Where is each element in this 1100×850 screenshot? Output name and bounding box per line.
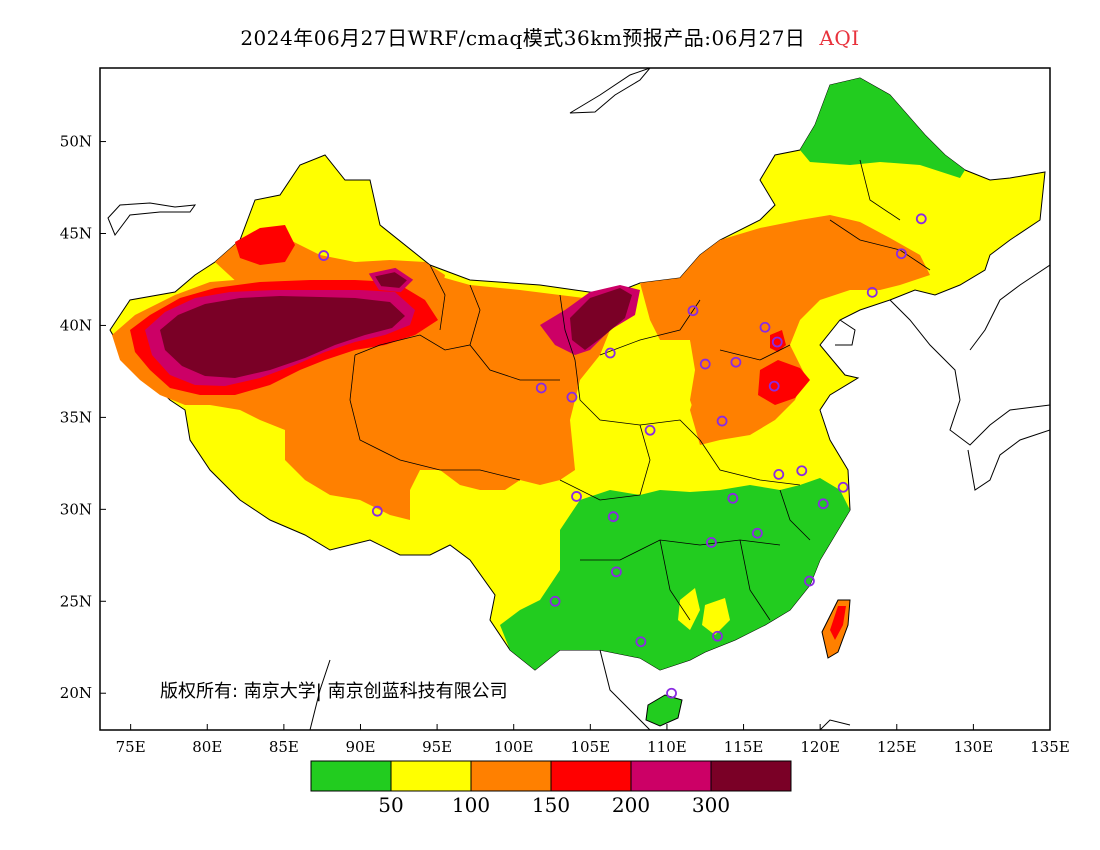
station-markers bbox=[318, 213, 927, 699]
station-marker bbox=[666, 687, 677, 699]
station-marker bbox=[771, 336, 783, 348]
station-marker bbox=[768, 380, 780, 392]
station-marker bbox=[644, 424, 656, 436]
station-marker bbox=[607, 511, 619, 523]
station-marker bbox=[371, 505, 383, 517]
legend-label: 150 bbox=[531, 793, 571, 817]
ordos-hazardous bbox=[570, 288, 632, 350]
legend-label: 50 bbox=[378, 793, 404, 817]
turpan-hazardous bbox=[368, 267, 414, 293]
y-tick-label: 20N bbox=[60, 684, 92, 702]
legend-label: 100 bbox=[451, 793, 491, 817]
station-marker bbox=[759, 321, 771, 333]
hainan-island bbox=[645, 694, 683, 727]
station-marker bbox=[716, 415, 728, 427]
xinjiang-north-unhealthy bbox=[235, 225, 295, 265]
x-tick-label: 100E bbox=[494, 738, 534, 756]
station-marker bbox=[727, 492, 739, 504]
taiwan-inner bbox=[830, 606, 846, 640]
x-tick-label: 85E bbox=[269, 738, 299, 756]
station-marker bbox=[566, 391, 578, 403]
x-tick-label: 75E bbox=[116, 738, 146, 756]
x-tick-label: 125E bbox=[877, 738, 917, 756]
south-moderate-spot-2 bbox=[702, 598, 730, 635]
station-marker bbox=[895, 248, 907, 260]
neighbour-coastlines bbox=[107, 68, 1050, 730]
station-marker bbox=[773, 468, 785, 480]
legend-swatch bbox=[310, 760, 392, 792]
x-tick-label: 115E bbox=[724, 738, 764, 756]
x-tick-label: 110E bbox=[647, 738, 687, 756]
station-marker bbox=[751, 527, 763, 539]
legend-swatch bbox=[390, 760, 472, 792]
title-variable: AQI bbox=[819, 26, 860, 50]
station-marker bbox=[699, 358, 711, 370]
copyright-text: 版权所有: 南京大学| 南京创蓝科技有限公司 bbox=[160, 681, 508, 702]
x-tick-label: 120E bbox=[800, 738, 840, 756]
station-marker bbox=[915, 213, 927, 225]
y-axis: 50N 45N 40N 35N 30N 25N 20N bbox=[60, 133, 106, 702]
station-marker bbox=[687, 305, 699, 317]
station-marker bbox=[837, 481, 849, 493]
northeast-good bbox=[800, 78, 965, 178]
legend-label: 300 bbox=[691, 793, 731, 817]
y-tick-label: 30N bbox=[60, 500, 92, 518]
y-tick-label: 45N bbox=[60, 225, 92, 243]
x-tick-label: 105E bbox=[571, 738, 611, 756]
x-tick-label: 80E bbox=[192, 738, 222, 756]
station-marker bbox=[804, 575, 815, 587]
station-marker bbox=[571, 491, 582, 502]
station-marker bbox=[796, 465, 808, 477]
x-tick-label: 95E bbox=[422, 738, 452, 756]
aqi-legend bbox=[310, 760, 792, 792]
south-good bbox=[500, 478, 850, 670]
tarim-hazardous bbox=[160, 296, 405, 378]
x-tick-label: 135E bbox=[1030, 738, 1070, 756]
map-frame bbox=[99, 67, 1051, 731]
y-tick-label: 25N bbox=[60, 592, 92, 610]
map-title: 2024年06月27日WRF/cmaq模式36km预报产品:06月27日 AQI bbox=[0, 22, 1100, 51]
legend-swatch bbox=[710, 760, 792, 792]
station-marker bbox=[535, 382, 547, 394]
map-area bbox=[107, 68, 1050, 730]
station-marker bbox=[549, 595, 561, 607]
x-tick-label: 90E bbox=[345, 738, 375, 756]
tianjin-unhealthy bbox=[770, 330, 786, 352]
station-marker bbox=[610, 566, 622, 578]
x-tick-label: 130E bbox=[954, 738, 994, 756]
station-marker bbox=[705, 537, 717, 548]
title-main: 2024年06月27日WRF/cmaq模式36km预报产品:06月27日 bbox=[240, 26, 806, 50]
station-marker bbox=[866, 286, 878, 298]
station-marker bbox=[712, 630, 723, 642]
station-marker bbox=[318, 250, 330, 261]
shandong-unhealthy bbox=[758, 360, 810, 405]
y-tick-label: 50N bbox=[60, 133, 92, 151]
legend-swatch bbox=[630, 760, 712, 792]
legend-swatch bbox=[470, 760, 552, 792]
y-tick-label: 35N bbox=[60, 408, 92, 426]
x-axis: 75E 80E 85E 90E 95E 100E 105E 110E 115E 120E 125E 1… bbox=[116, 724, 1070, 756]
y-tick-label: 40N bbox=[60, 316, 92, 334]
legend-swatch bbox=[550, 760, 632, 792]
station-marker bbox=[604, 347, 616, 359]
province-borders bbox=[349, 159, 931, 621]
legend-label: 200 bbox=[611, 793, 651, 817]
south-moderate-spot bbox=[678, 588, 700, 630]
station-marker bbox=[817, 498, 829, 510]
station-marker bbox=[635, 636, 647, 648]
station-marker bbox=[730, 356, 742, 368]
